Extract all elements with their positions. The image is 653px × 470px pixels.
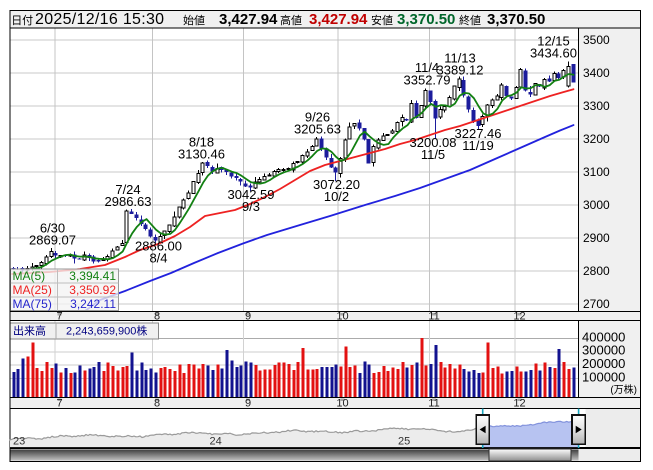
svg-text:3,427.94: 3,427.94 <box>219 11 278 28</box>
svg-text:MA(5): MA(5) <box>13 269 46 283</box>
svg-text:MA(25): MA(25) <box>13 283 52 297</box>
svg-text:出来高: 出来高 <box>13 324 46 338</box>
svg-text:3,242.11: 3,242.11 <box>70 297 116 311</box>
svg-text:3389.12: 3389.12 <box>437 62 484 77</box>
svg-text:日付: 日付 <box>11 14 33 27</box>
svg-text:3300: 3300 <box>583 99 610 113</box>
svg-text:3352.79: 3352.79 <box>404 73 451 88</box>
svg-text:9: 9 <box>245 311 251 323</box>
svg-text:3072.20: 3072.20 <box>313 177 360 192</box>
svg-text:23: 23 <box>13 435 25 447</box>
svg-text:6/30: 6/30 <box>40 221 65 236</box>
svg-text:3200: 3200 <box>583 132 610 146</box>
svg-text:7: 7 <box>56 311 62 323</box>
svg-text:8: 8 <box>154 311 160 323</box>
svg-text:3,394.41: 3,394.41 <box>69 269 116 283</box>
svg-text:11/5: 11/5 <box>421 147 445 162</box>
svg-text:10: 10 <box>336 311 348 323</box>
svg-text:3000: 3000 <box>583 198 610 212</box>
svg-text:2025/12/16 15:30: 2025/12/16 15:30 <box>35 11 164 28</box>
svg-text:2800: 2800 <box>583 264 610 278</box>
svg-text:7: 7 <box>56 398 62 410</box>
svg-text:11: 11 <box>428 311 439 323</box>
svg-text:100000: 100000 <box>582 369 625 384</box>
svg-text:11/19: 11/19 <box>462 138 494 153</box>
svg-text:3500: 3500 <box>583 33 610 47</box>
svg-text:安値: 安値 <box>371 13 393 27</box>
svg-text:MA(75): MA(75) <box>13 297 52 311</box>
svg-text:高値: 高値 <box>280 13 302 27</box>
svg-text:2,243,659,900株: 2,243,659,900株 <box>66 324 147 338</box>
svg-text:始値: 始値 <box>183 13 205 27</box>
svg-text:3205.63: 3205.63 <box>294 122 341 137</box>
svg-text:9/26: 9/26 <box>305 110 330 125</box>
svg-text:3,370.50: 3,370.50 <box>487 11 545 28</box>
svg-text:24: 24 <box>210 435 222 447</box>
svg-text:3,350.92: 3,350.92 <box>69 283 116 297</box>
svg-text:2986.63: 2986.63 <box>105 194 152 209</box>
svg-text:3227.46: 3227.46 <box>455 126 502 141</box>
svg-text:12: 12 <box>513 398 525 410</box>
svg-text:2900: 2900 <box>583 231 610 245</box>
svg-text:11: 11 <box>428 398 439 410</box>
svg-text:12/15: 12/15 <box>537 33 570 48</box>
svg-text:3042.59: 3042.59 <box>228 187 275 202</box>
svg-text:3130.46: 3130.46 <box>178 147 225 162</box>
svg-text:2869.07: 2869.07 <box>29 233 76 248</box>
svg-text:3100: 3100 <box>583 165 610 179</box>
svg-text:9/3: 9/3 <box>242 199 260 214</box>
svg-text:(万株): (万株) <box>610 383 637 396</box>
svg-text:3400: 3400 <box>583 66 610 80</box>
svg-text:3434.60: 3434.60 <box>530 45 577 60</box>
svg-text:2700: 2700 <box>583 297 610 311</box>
svg-text:200000: 200000 <box>582 356 625 371</box>
svg-text:終値: 終値 <box>459 13 481 27</box>
svg-text:9: 9 <box>245 398 251 410</box>
svg-text:25: 25 <box>398 435 410 447</box>
svg-text:2886.00: 2886.00 <box>135 239 182 254</box>
svg-text:12: 12 <box>513 311 525 323</box>
svg-text:11/13: 11/13 <box>444 50 476 65</box>
svg-text:7/24: 7/24 <box>115 182 140 197</box>
svg-text:3200.08: 3200.08 <box>410 135 457 150</box>
svg-text:300000: 300000 <box>582 343 625 358</box>
svg-text:8/4: 8/4 <box>149 251 167 266</box>
svg-text:10/2: 10/2 <box>324 189 349 204</box>
svg-text:400000: 400000 <box>582 329 625 344</box>
svg-text:11/4: 11/4 <box>415 60 439 75</box>
svg-text:10: 10 <box>336 398 348 410</box>
svg-text:3,370.50: 3,370.50 <box>397 11 455 28</box>
svg-text:8/18: 8/18 <box>189 135 214 150</box>
svg-text:8: 8 <box>154 398 160 410</box>
svg-text:3,427.94: 3,427.94 <box>309 11 368 28</box>
